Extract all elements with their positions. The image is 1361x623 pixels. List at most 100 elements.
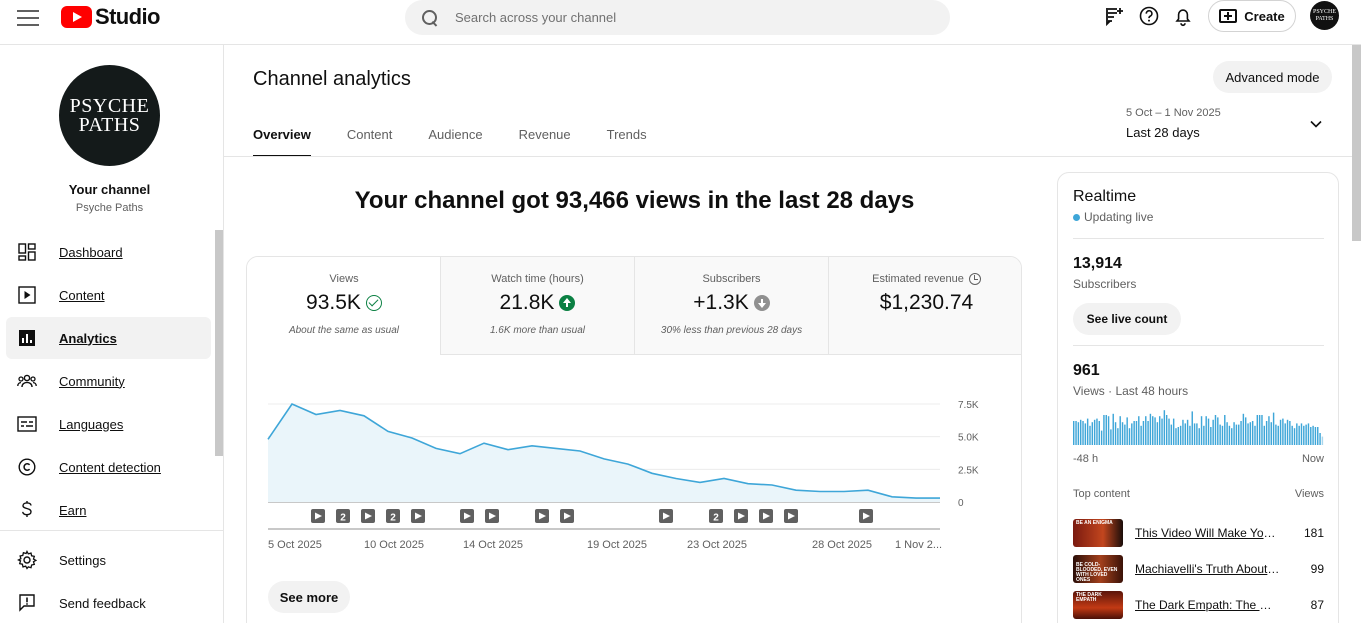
realtime-bar[interactable] bbox=[1135, 421, 1138, 445]
realtime-bar[interactable] bbox=[1305, 424, 1307, 445]
realtime-bar[interactable] bbox=[1152, 416, 1154, 445]
realtime-bar[interactable] bbox=[1126, 417, 1128, 445]
realtime-bar[interactable] bbox=[1263, 425, 1266, 445]
realtime-bar[interactable] bbox=[1296, 423, 1298, 445]
realtime-bar[interactable] bbox=[1291, 425, 1293, 445]
metric-tab-subscribers[interactable]: Subscribers +1.3K 30% less than previous… bbox=[634, 257, 828, 355]
realtime-bar[interactable] bbox=[1196, 423, 1198, 445]
top-content-row[interactable]: BE COLD-BLOODED, EVEN WITH LOVED ONES Ma… bbox=[1073, 554, 1324, 584]
realtime-bar[interactable] bbox=[1293, 428, 1296, 445]
realtime-bar[interactable] bbox=[1107, 416, 1110, 445]
realtime-bar[interactable] bbox=[1310, 427, 1312, 445]
realtime-bar[interactable] bbox=[1093, 419, 1096, 445]
realtime-bar[interactable] bbox=[1282, 418, 1284, 445]
realtime-bar[interactable] bbox=[1191, 411, 1193, 445]
advanced-mode-button[interactable]: Advanced mode bbox=[1213, 61, 1332, 93]
video-title-link[interactable]: The Dark Empath: The Most ... bbox=[1135, 598, 1280, 612]
realtime-bar[interactable] bbox=[1270, 422, 1272, 445]
search-bar[interactable] bbox=[405, 0, 950, 35]
realtime-bar[interactable] bbox=[1284, 423, 1286, 445]
realtime-bar[interactable] bbox=[1128, 428, 1131, 445]
realtime-bar[interactable] bbox=[1091, 422, 1094, 445]
realtime-bar[interactable] bbox=[1073, 421, 1075, 445]
sidebar-item-content[interactable]: Content bbox=[6, 274, 211, 316]
realtime-bar[interactable] bbox=[1105, 415, 1107, 445]
realtime-bar[interactable] bbox=[1319, 433, 1321, 445]
realtime-bar[interactable] bbox=[1172, 418, 1175, 445]
realtime-bar[interactable] bbox=[1189, 425, 1191, 445]
realtime-bar[interactable] bbox=[1300, 423, 1303, 445]
realtime-bar[interactable] bbox=[1261, 415, 1263, 445]
realtime-bar[interactable] bbox=[1247, 423, 1249, 445]
realtime-bar[interactable] bbox=[1077, 422, 1080, 445]
tab-overview[interactable]: Overview bbox=[253, 117, 311, 157]
realtime-bar[interactable] bbox=[1086, 418, 1089, 445]
video-title-link[interactable]: Machiavelli's Truth About Po... bbox=[1135, 562, 1280, 576]
realtime-bar[interactable] bbox=[1082, 421, 1084, 445]
sidebar-item-send-feedback[interactable]: Send feedback bbox=[6, 582, 211, 623]
date-period-label[interactable]: Last 28 days bbox=[1126, 125, 1200, 140]
realtime-bar[interactable] bbox=[1142, 421, 1145, 445]
realtime-bar[interactable] bbox=[1249, 422, 1252, 445]
channel-avatar[interactable]: PSYCHE PATHS bbox=[59, 65, 160, 166]
realtime-bar[interactable] bbox=[1154, 417, 1156, 445]
realtime-bar[interactable] bbox=[1231, 428, 1233, 445]
sidebar-item-content-detection[interactable]: Content detection bbox=[6, 446, 211, 488]
realtime-bar[interactable] bbox=[1224, 415, 1226, 445]
realtime-bar[interactable] bbox=[1277, 425, 1279, 445]
realtime-bar[interactable] bbox=[1096, 418, 1098, 445]
realtime-bar[interactable] bbox=[1119, 416, 1121, 445]
realtime-bar[interactable] bbox=[1321, 436, 1324, 445]
metric-tab-watch-time[interactable]: Watch time (hours) 21.8K 1.6K more than … bbox=[440, 257, 634, 355]
realtime-bar[interactable] bbox=[1140, 425, 1142, 445]
realtime-bar[interactable] bbox=[1186, 419, 1189, 445]
realtime-bar[interactable] bbox=[1158, 416, 1161, 445]
realtime-bar[interactable] bbox=[1147, 421, 1149, 445]
realtime-bar[interactable] bbox=[1089, 425, 1091, 445]
realtime-bar[interactable] bbox=[1075, 421, 1077, 445]
realtime-bar[interactable] bbox=[1114, 422, 1117, 445]
see-more-button[interactable]: See more bbox=[268, 581, 350, 613]
realtime-bar[interactable] bbox=[1203, 425, 1205, 445]
realtime-bar[interactable] bbox=[1317, 427, 1319, 445]
realtime-bar[interactable] bbox=[1170, 424, 1173, 445]
realtime-bar[interactable] bbox=[1275, 424, 1277, 445]
sidebar-item-settings[interactable]: Settings bbox=[6, 539, 211, 581]
realtime-bar[interactable] bbox=[1193, 423, 1196, 445]
realtime-bar[interactable] bbox=[1110, 429, 1112, 445]
tab-trends[interactable]: Trends bbox=[606, 127, 647, 142]
realtime-bar[interactable] bbox=[1217, 417, 1219, 445]
realtime-bar[interactable] bbox=[1179, 425, 1182, 445]
realtime-bar[interactable] bbox=[1298, 425, 1300, 445]
tab-revenue[interactable]: Revenue bbox=[518, 127, 571, 142]
tab-audience[interactable]: Audience bbox=[428, 127, 483, 142]
page-scrollbar[interactable] bbox=[1352, 45, 1361, 241]
realtime-bar[interactable] bbox=[1207, 418, 1210, 445]
realtime-bar[interactable] bbox=[1084, 423, 1087, 445]
realtime-bar[interactable] bbox=[1256, 415, 1259, 445]
realtime-bar[interactable] bbox=[1184, 423, 1186, 445]
realtime-bar[interactable] bbox=[1121, 422, 1124, 445]
realtime-bar[interactable] bbox=[1156, 422, 1159, 445]
realtime-bar[interactable] bbox=[1228, 425, 1231, 445]
realtime-bar[interactable] bbox=[1210, 427, 1212, 445]
realtime-bar[interactable] bbox=[1124, 424, 1126, 445]
realtime-bar[interactable] bbox=[1112, 413, 1114, 445]
realtime-bar[interactable] bbox=[1235, 424, 1238, 445]
realtime-bar[interactable] bbox=[1268, 416, 1270, 445]
top-content-row[interactable]: BE AN ENIGMA This Video Will Make You ..… bbox=[1073, 518, 1324, 548]
realtime-bar[interactable] bbox=[1200, 416, 1203, 445]
realtime-bar[interactable] bbox=[1279, 419, 1282, 445]
realtime-bar[interactable] bbox=[1240, 421, 1242, 445]
realtime-bar[interactable] bbox=[1198, 428, 1200, 445]
realtime-bar[interactable] bbox=[1177, 427, 1180, 445]
help-icon[interactable] bbox=[1138, 5, 1160, 27]
sidebar-item-dashboard[interactable]: Dashboard bbox=[6, 231, 211, 273]
realtime-bar[interactable] bbox=[1289, 421, 1291, 445]
realtime-bar[interactable] bbox=[1307, 423, 1310, 445]
realtime-bar[interactable] bbox=[1117, 428, 1119, 445]
realtime-bar[interactable] bbox=[1138, 416, 1140, 445]
realtime-bar[interactable] bbox=[1272, 412, 1275, 445]
realtime-bar[interactable] bbox=[1265, 421, 1268, 445]
studio-logo[interactable]: Studio bbox=[61, 4, 160, 30]
